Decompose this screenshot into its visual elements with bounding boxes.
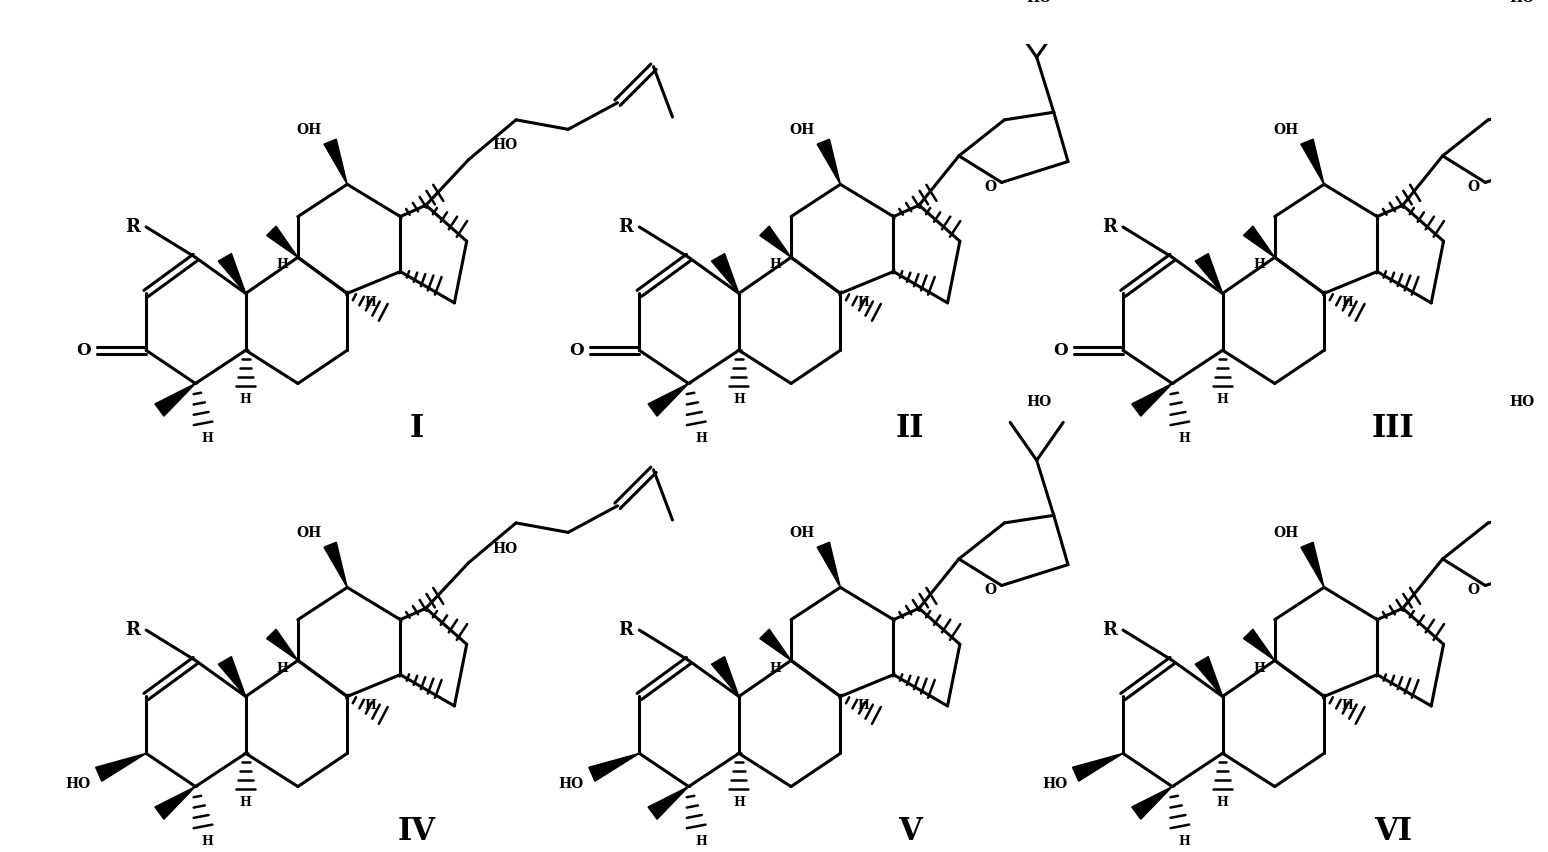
Text: H: H xyxy=(1217,796,1229,809)
Text: O: O xyxy=(76,342,91,359)
Text: HO: HO xyxy=(1509,0,1536,5)
Text: IV: IV xyxy=(398,815,435,847)
Text: H: H xyxy=(858,699,870,712)
Polygon shape xyxy=(1132,786,1172,820)
Text: H: H xyxy=(732,796,745,809)
Text: R: R xyxy=(125,218,141,236)
Polygon shape xyxy=(96,753,146,781)
Text: HO: HO xyxy=(1026,394,1051,408)
Polygon shape xyxy=(649,786,689,820)
Text: HO: HO xyxy=(492,542,517,556)
Text: H: H xyxy=(695,432,707,445)
Text: H: H xyxy=(277,258,288,272)
Text: H: H xyxy=(1217,393,1229,406)
Text: H: H xyxy=(1341,296,1353,309)
Text: II: II xyxy=(895,412,924,444)
Text: H: H xyxy=(364,296,376,309)
Text: H: H xyxy=(1254,661,1265,675)
Text: HO: HO xyxy=(1026,0,1051,5)
Text: O: O xyxy=(1468,584,1480,597)
Text: O: O xyxy=(1053,342,1068,359)
Text: H: H xyxy=(1178,432,1190,445)
Polygon shape xyxy=(218,657,246,696)
Text: III: III xyxy=(1372,412,1415,444)
Text: OH: OH xyxy=(297,527,322,540)
Polygon shape xyxy=(1243,629,1274,660)
Polygon shape xyxy=(1132,383,1172,416)
Text: H: H xyxy=(1341,699,1353,712)
Text: O: O xyxy=(570,342,584,359)
Text: VI: VI xyxy=(1375,815,1412,847)
Text: H: H xyxy=(201,432,214,445)
Text: H: H xyxy=(695,835,707,848)
Text: HO: HO xyxy=(559,777,584,791)
Text: H: H xyxy=(858,296,870,309)
Polygon shape xyxy=(760,629,791,660)
Text: R: R xyxy=(125,621,141,639)
Text: OH: OH xyxy=(297,124,322,137)
Text: HO: HO xyxy=(1509,394,1536,408)
Text: H: H xyxy=(240,796,252,809)
Text: R: R xyxy=(1102,218,1118,236)
Polygon shape xyxy=(1195,254,1223,293)
Text: H: H xyxy=(732,393,745,406)
Polygon shape xyxy=(155,383,195,416)
Text: H: H xyxy=(201,835,214,848)
Text: H: H xyxy=(277,661,288,675)
Polygon shape xyxy=(218,254,246,293)
Text: H: H xyxy=(1254,258,1265,272)
Text: H: H xyxy=(769,258,782,272)
Polygon shape xyxy=(1243,226,1274,257)
Text: R: R xyxy=(1102,621,1118,639)
Polygon shape xyxy=(712,657,738,696)
Text: R: R xyxy=(619,621,633,639)
Text: HO: HO xyxy=(492,138,517,153)
Text: HO: HO xyxy=(1042,777,1067,791)
Text: OH: OH xyxy=(1274,527,1299,540)
Polygon shape xyxy=(817,542,841,587)
Polygon shape xyxy=(266,629,297,660)
Text: OH: OH xyxy=(789,527,816,540)
Polygon shape xyxy=(588,753,639,781)
Text: R: R xyxy=(619,218,633,236)
Text: H: H xyxy=(1178,835,1190,848)
Text: OH: OH xyxy=(789,124,816,137)
Polygon shape xyxy=(266,226,297,257)
Polygon shape xyxy=(760,226,791,257)
Polygon shape xyxy=(1300,139,1324,184)
Polygon shape xyxy=(712,254,738,293)
Text: O: O xyxy=(1468,180,1480,194)
Polygon shape xyxy=(1073,753,1122,781)
Polygon shape xyxy=(1300,542,1324,587)
Text: I: I xyxy=(409,412,424,444)
Text: O: O xyxy=(985,584,997,597)
Polygon shape xyxy=(817,139,841,184)
Text: H: H xyxy=(364,699,376,712)
Polygon shape xyxy=(649,383,689,416)
Polygon shape xyxy=(324,542,347,587)
Text: H: H xyxy=(240,393,252,406)
Polygon shape xyxy=(155,786,195,820)
Text: HO: HO xyxy=(65,777,90,791)
Text: O: O xyxy=(985,180,997,194)
Text: H: H xyxy=(769,661,782,675)
Polygon shape xyxy=(1195,657,1223,696)
Text: V: V xyxy=(898,815,921,847)
Polygon shape xyxy=(324,139,347,184)
Text: OH: OH xyxy=(1274,124,1299,137)
